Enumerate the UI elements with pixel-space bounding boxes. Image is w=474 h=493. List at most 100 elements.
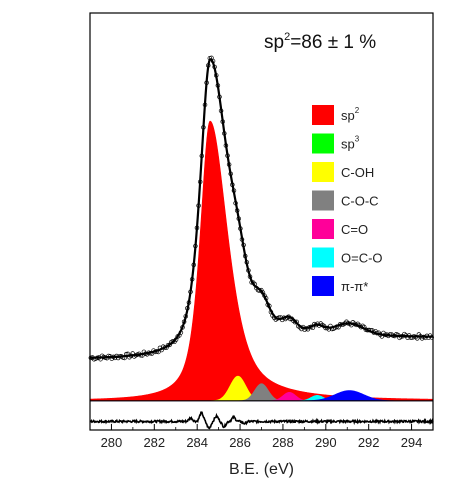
data-point <box>252 281 258 287</box>
x-axis-ticks: 280 282 284 286 288 290 292 294 <box>89 424 434 450</box>
data-point <box>234 208 240 213</box>
x-tick-label: 284 <box>186 435 208 450</box>
data-point <box>205 63 211 68</box>
legend-label-base: sp <box>341 137 355 152</box>
data-point <box>202 102 208 108</box>
data-point <box>231 188 237 193</box>
legend-label-7: π-π* <box>341 279 368 294</box>
data-point <box>181 319 187 325</box>
data-point <box>244 260 250 265</box>
data-point <box>210 58 216 64</box>
data-point <box>230 182 235 187</box>
legend-swatch-3 <box>312 162 334 182</box>
data-point <box>178 330 184 335</box>
data-point <box>191 262 197 268</box>
legend-label-base: C=O <box>341 222 368 237</box>
data-point <box>215 83 221 88</box>
x-axis-label: B.E. (eV) <box>229 461 294 478</box>
data-point <box>122 355 127 361</box>
data-point <box>241 242 246 248</box>
data-point <box>249 280 254 285</box>
chart-title: sp2=86 ± 1 % <box>264 31 376 53</box>
data-point <box>194 225 200 231</box>
data-point <box>238 226 243 231</box>
legend-swatch-7 <box>312 276 334 296</box>
data-point <box>218 108 224 114</box>
data-point <box>242 253 248 259</box>
data-point <box>246 268 251 273</box>
plot-frame <box>89 12 434 431</box>
data-point <box>197 179 203 185</box>
legend-label-2: sp3 <box>341 135 360 152</box>
data-point <box>294 319 299 325</box>
data-point <box>429 335 434 340</box>
title-rest: =86 ± 1 % <box>290 32 376 53</box>
data-point <box>212 64 217 70</box>
data-point <box>247 274 253 279</box>
legend-label-superscript: 2 <box>355 106 360 115</box>
data-point <box>196 203 201 208</box>
data-point <box>263 296 269 301</box>
legend-swatch-6 <box>312 247 334 268</box>
legend-label-base: C-O-C <box>341 194 379 209</box>
legend-label-base: C-OH <box>341 165 374 180</box>
legend-swatch-2 <box>312 133 334 154</box>
data-point <box>138 352 143 358</box>
x-tick-label: 280 <box>101 435 123 450</box>
data-point <box>222 131 227 136</box>
data-point <box>337 322 343 327</box>
data-point <box>189 277 195 282</box>
legend-label-base: π-π* <box>341 279 368 294</box>
legend-label-3: C-OH <box>341 165 374 180</box>
x-tick-label: 286 <box>229 435 251 450</box>
data-point <box>223 143 229 148</box>
data-point <box>276 315 282 320</box>
legend-label-4: C-O-C <box>341 194 379 209</box>
data-point <box>236 216 242 221</box>
data-point <box>226 162 232 167</box>
data-point <box>185 306 190 311</box>
data-point <box>201 125 206 130</box>
x-tick-label: 294 <box>401 435 423 450</box>
title-superscript: 2 <box>284 31 290 43</box>
data-point <box>414 336 420 341</box>
data-point <box>225 153 230 158</box>
x-tick-label: 282 <box>143 435 165 450</box>
data-point <box>228 171 233 177</box>
data-point <box>239 237 245 242</box>
plot-area <box>88 55 434 430</box>
x-tick-label: 290 <box>315 435 337 450</box>
data-point <box>310 325 315 331</box>
x-tick-label: 292 <box>358 435 380 450</box>
data-point <box>233 200 238 206</box>
legend-label-1: sp2 <box>341 106 360 123</box>
legend-swatch-1 <box>312 105 334 125</box>
data-point <box>267 303 272 309</box>
data-point <box>162 345 168 350</box>
measured-points <box>88 55 434 362</box>
data-point <box>217 94 222 100</box>
data-point <box>368 328 373 333</box>
data-point <box>180 325 185 330</box>
data-point <box>365 327 370 333</box>
data-point <box>165 342 171 348</box>
component-area-1 <box>89 120 434 402</box>
data-point <box>214 73 219 78</box>
data-point <box>193 243 198 249</box>
title-base: sp <box>264 32 284 53</box>
data-point <box>220 119 225 124</box>
legend-label-base: sp <box>341 108 355 123</box>
data-point <box>199 153 205 159</box>
fit-envelope-line <box>89 58 434 359</box>
data-point <box>188 289 193 295</box>
legend-label-5: C=O <box>341 222 368 237</box>
data-point <box>123 351 129 357</box>
legend-label-superscript: 3 <box>355 135 360 144</box>
data-point <box>156 349 161 355</box>
legend-swatch-4 <box>312 190 334 211</box>
legend-label-6: O=C-O <box>341 251 383 266</box>
x-tick-label: 288 <box>272 435 294 450</box>
data-point <box>204 80 209 86</box>
